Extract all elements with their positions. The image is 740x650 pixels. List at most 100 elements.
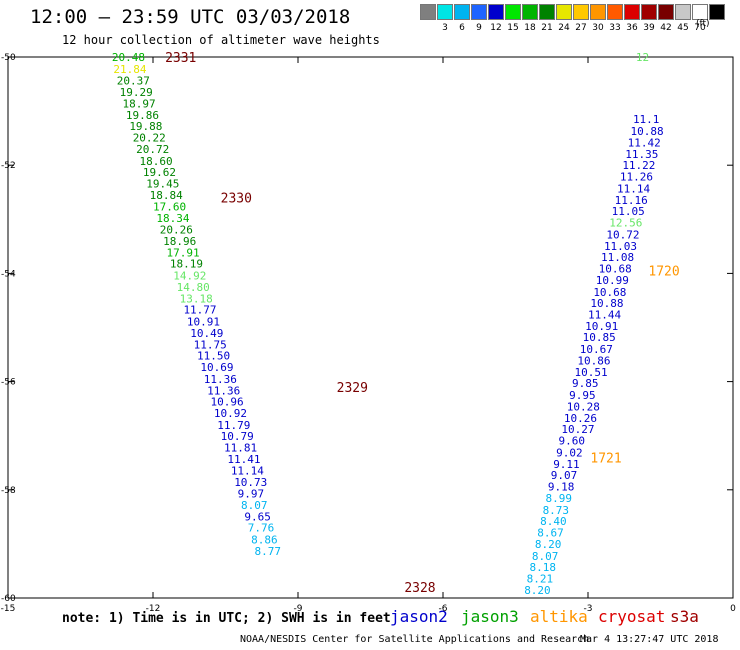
color-scale-label: 42 [660,23,672,33]
swh-data-point: 11.41 [227,453,260,466]
swh-data-point: 10.96 [211,396,244,409]
swh-data-point: 13.18 [180,292,213,305]
pass-time-label: 1720 [648,265,679,280]
swh-data-point: 8.40 [540,515,567,528]
swh-data-point: 10.92 [214,407,247,420]
swh-data-point: 10.91 [187,316,220,329]
swh-data-point: 19.45 [146,178,179,191]
swh-data-point: 11.77 [183,304,216,317]
color-scale-label: 33 [609,23,621,33]
swh-data-point: 19.86 [126,109,159,122]
color-scale-swatch [437,4,453,20]
swh-data-point: 9.95 [569,389,596,402]
swh-data-point: 10.99 [596,274,629,287]
swh-data-point: 20.48 [112,51,145,64]
legend-item: cryosat [598,607,666,626]
color-scale-swatch [454,4,470,20]
swh-data-point: 17.91 [167,246,200,259]
swh-data-point: 11.16 [615,194,648,207]
y-tick-label: -50 [1,53,16,63]
swh-data-point: 7.76 [248,522,275,535]
color-scale-label: 6 [459,23,465,33]
color-scale-swatch [488,4,504,20]
swh-data-point: 8.20 [535,538,562,551]
color-scale-swatch [471,4,487,20]
swh-data-point: 11.79 [217,419,250,432]
swh-data-point: 19.29 [120,86,153,99]
color-scale-swatch [505,4,521,20]
swh-data-point: 20.26 [160,224,193,237]
pass-time-label: 1721 [590,451,621,466]
color-scale-label: 12 [490,23,502,33]
swh-data-point: 9.02 [556,446,583,459]
swh-data-point: 18.96 [163,235,196,248]
color-scale-label: 39 [643,23,655,33]
swh-data-point: 18.34 [156,212,189,225]
color-scale-swatch [573,4,589,20]
swh-data-point: 11.03 [604,240,637,253]
color-scale-swatch [624,4,640,20]
swh-data-point: 14.92 [173,270,206,283]
swh-data-point: 8.73 [543,504,570,517]
color-scale-label: 36 [626,23,638,33]
color-scale-label: 30 [592,23,604,33]
swh-data-point: 11.14 [617,182,650,195]
swh-data-point: 20.72 [136,143,169,156]
swh-data-point: 11.05 [612,205,645,218]
swh-data-point: 10.86 [577,355,610,368]
swh-data-point: 11.50 [197,350,230,363]
swh-data-point: 18.97 [123,98,156,111]
swh-data-point: 10.51 [574,366,607,379]
y-tick-label: -56 [1,378,16,388]
color-scale-swatch [692,4,708,20]
swh-data-point: 8.86 [251,534,278,547]
footer-timestamp: Mar 4 13:27:47 UTC 2018 [580,634,719,645]
swh-data-point: 11.1 [633,113,660,126]
swh-data-point: 8.07 [532,550,559,563]
color-scale-swatch [675,4,691,20]
swh-data-point: 10.91 [585,320,618,333]
color-scale-swatch [658,4,674,20]
y-tick-label: -58 [1,486,16,496]
swh-data-point: 14.80 [177,281,210,294]
x-tick-label: -3 [584,604,593,614]
swh-data-point: 12.56 [609,217,642,230]
swh-data-point: 8.99 [545,492,572,505]
swh-data-point: 9.07 [551,469,578,482]
color-scale-swatch [607,4,623,20]
color-scale-label: 45 [677,23,689,33]
legend-item: altika [530,607,588,626]
swh-data-point: 9.97 [238,488,264,501]
swh-data-point: 11.36 [207,384,240,397]
x-tick-label: -6 [439,604,448,614]
swh-data-point: 11.35 [625,148,658,161]
color-scale-swatch [590,4,606,20]
swh-data-point: 9.18 [548,481,575,494]
chart-title: 12:00 — 23:59 UTC 03/03/2018 [30,6,351,28]
pass-time-label: 2328 [404,581,435,596]
swh-data-point: 11.08 [601,251,634,264]
swh-data-point: 19.62 [143,166,176,179]
color-scale-label: 18 [524,23,536,33]
color-scale-label: 24 [558,23,570,33]
swh-data-point: 10.49 [190,327,223,340]
color-scale-label: 70 [694,23,706,33]
swh-data-point: 10.67 [580,343,613,356]
swh-data-point: 9.11 [553,458,580,471]
swh-data-point: 8.20 [524,584,551,597]
swh-data-point: 11.22 [622,159,655,172]
color-scale-swatch [556,4,572,20]
swh-data-point: 11.14 [231,464,264,477]
legend-item: s3a [670,607,699,626]
swh-data-point: 20.37 [117,74,150,87]
swh-data-point: 10.79 [221,430,254,443]
swh-data-point: 9.85 [572,377,599,390]
x-tick-label: -15 [1,604,16,614]
swh-data-point: 11.26 [620,171,653,184]
swh-data-point: 10.88 [631,125,664,138]
swh-data-point: 10.69 [200,361,233,374]
y-tick-label: -54 [1,269,16,279]
swh-data-point: 12 [636,51,649,64]
swh-data-point: 21.84 [113,63,146,76]
